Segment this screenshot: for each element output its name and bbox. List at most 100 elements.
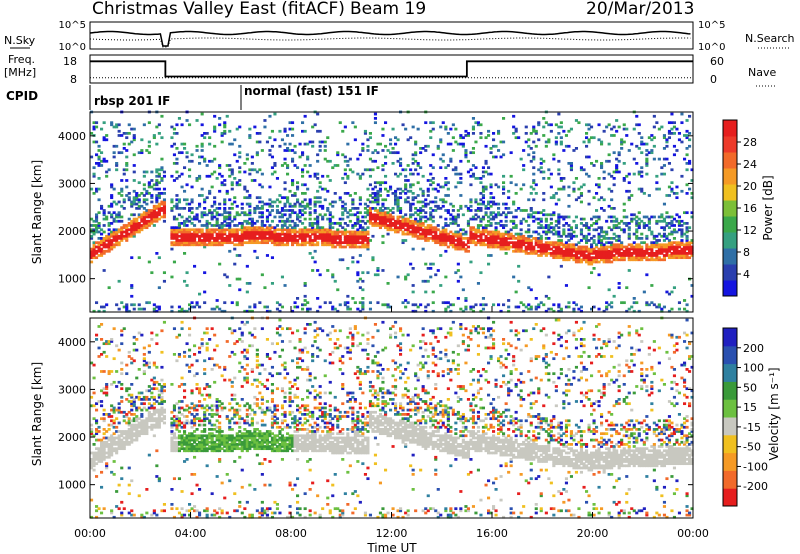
power-cell: [655, 254, 659, 257]
power-cell: [441, 241, 445, 245]
power-cell: [338, 241, 342, 245]
power-cell: [590, 237, 594, 240]
power-cell: [213, 215, 217, 219]
power-cell: [492, 144, 496, 148]
power-cell: [635, 224, 639, 227]
power-cell: [296, 181, 300, 185]
power-cell: [647, 194, 651, 197]
power-cell: [547, 297, 551, 300]
nsky-frame: [89, 21, 694, 50]
power-cell: [213, 209, 217, 212]
power-cell: [371, 224, 375, 227]
power-cell: [688, 249, 692, 253]
power-cell: [102, 159, 106, 163]
power-cell: [647, 217, 651, 221]
power-cell: [351, 260, 355, 264]
power-cell: [585, 222, 589, 225]
power-cell: [147, 121, 151, 125]
power-cell: [509, 181, 513, 185]
power-cell: [479, 309, 483, 313]
velocity-cell: [105, 342, 109, 346]
velocity-cell: [170, 383, 174, 386]
power-cell: [218, 230, 222, 234]
velocity-cell: [105, 466, 109, 470]
power-cell: [554, 232, 558, 236]
power-cell: [280, 237, 285, 240]
power-cell: [275, 301, 280, 305]
power-cell: [637, 217, 641, 221]
velocity-cell: [92, 434, 96, 438]
power-cell: [627, 232, 631, 236]
power-cell: [672, 125, 677, 129]
power-cell: [642, 256, 646, 260]
power-cell: [600, 249, 604, 253]
power-cell: [479, 123, 483, 127]
velocity-cell: [110, 338, 114, 341]
power-cell: [592, 234, 596, 238]
power-cell: [373, 222, 378, 225]
power-cell: [471, 232, 476, 236]
power-cell: [157, 256, 161, 260]
power-cell: [507, 247, 511, 251]
power-cell: [160, 179, 164, 182]
power-cell: [605, 249, 609, 253]
power-cell: [195, 177, 199, 180]
power-cell: [441, 226, 445, 230]
power-cell: [642, 241, 646, 245]
power-cell: [662, 249, 667, 253]
power-cell: [150, 200, 154, 204]
power-cell: [366, 198, 370, 202]
power-cell: [268, 213, 272, 217]
power-cell: [524, 230, 528, 234]
power-cell: [474, 200, 478, 204]
power-cell: [620, 140, 624, 144]
power-cell: [152, 217, 156, 221]
power-cell: [492, 243, 496, 247]
power-cell: [351, 226, 355, 230]
power-cell: [205, 234, 209, 238]
power-cell: [416, 200, 420, 204]
power-cell: [466, 249, 471, 253]
power-cell: [162, 174, 167, 178]
power-cell: [424, 305, 428, 309]
velocity-cell: [140, 413, 144, 416]
power-cell: [107, 211, 111, 215]
power-cell: [409, 262, 413, 266]
power-cell: [497, 234, 501, 238]
power-cell: [368, 215, 373, 219]
power-cell: [223, 301, 227, 305]
power-cell: [434, 228, 438, 232]
velocity-cell: [157, 393, 161, 397]
power-cell: [288, 224, 292, 227]
velocity-cell: [125, 440, 129, 444]
power-cell: [296, 217, 300, 221]
power-cell: [630, 245, 634, 249]
power-cell: [637, 226, 641, 230]
power-cell: [394, 222, 398, 225]
power-cell: [539, 234, 543, 238]
power-cell: [238, 239, 242, 242]
power-cell: [585, 256, 589, 260]
power-cell: [125, 164, 129, 167]
power-cell: [562, 129, 566, 133]
power-cell: [275, 177, 280, 180]
power-cell: [497, 230, 501, 234]
velocity-cell: [125, 415, 129, 418]
power-cell: [361, 307, 365, 311]
power-cell: [527, 307, 531, 311]
power-cell: [270, 282, 275, 285]
power-cell: [632, 217, 636, 221]
power-cell: [409, 168, 413, 172]
power-cell: [552, 243, 556, 247]
velocity-cell: [132, 419, 136, 423]
power-cell: [275, 209, 280, 212]
power-cell: [92, 245, 96, 249]
power-cell: [127, 123, 131, 127]
power-cell: [248, 134, 252, 137]
power-cell: [394, 194, 398, 197]
power-cell: [645, 164, 649, 167]
power-cell: [517, 232, 521, 236]
power-cell: [117, 213, 121, 217]
power-cell: [574, 224, 579, 227]
power-cell: [600, 162, 604, 165]
